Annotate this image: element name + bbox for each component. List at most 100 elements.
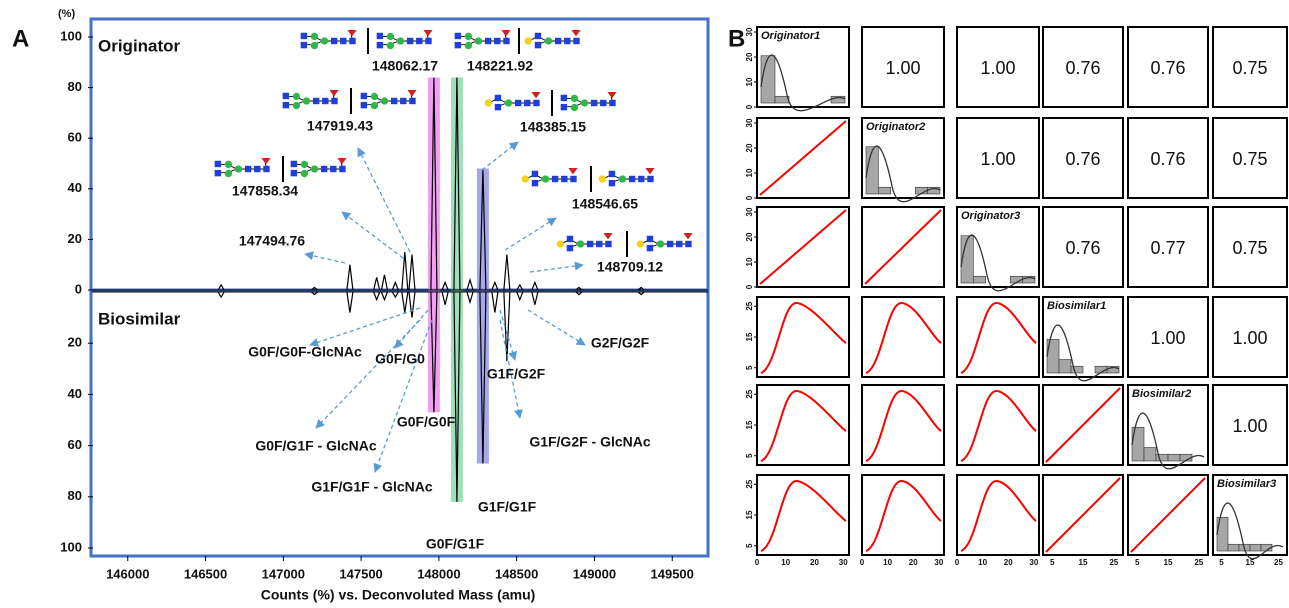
peak bbox=[380, 274, 389, 291]
peak bbox=[516, 283, 524, 291]
correlation-label: 0.75 bbox=[1232, 149, 1267, 169]
matrix-cell bbox=[861, 384, 945, 466]
fit-curve bbox=[960, 302, 1037, 374]
panel-a: 0 20 20 40 40 60 60 80 80 100 100 146000 146500 14700… bbox=[60, 17, 710, 581]
x-tick-label: 20 bbox=[1004, 558, 1013, 567]
x-tick-label: 5 bbox=[1219, 558, 1224, 567]
x-tick-label: 5 bbox=[1050, 558, 1055, 567]
correlation-label: 1.00 bbox=[1232, 328, 1267, 348]
y-tick-label: 25 bbox=[745, 389, 754, 398]
mass-label: 148709.12 bbox=[597, 259, 663, 275]
y-tick-label: 40 bbox=[68, 180, 82, 195]
peak bbox=[453, 291, 461, 502]
y-tick-label: 20 bbox=[745, 232, 754, 241]
fit-curve bbox=[1045, 477, 1121, 553]
glycoform-label: G1F/G1F bbox=[478, 499, 537, 515]
x-tick-label: 15 bbox=[1164, 558, 1173, 567]
y-tick-label: 60 bbox=[68, 130, 82, 145]
x-tick-label: 25 bbox=[1109, 558, 1118, 567]
matrix-cell bbox=[1127, 26, 1209, 108]
histogram-bar bbox=[878, 186, 891, 195]
matrix-cell bbox=[1127, 384, 1209, 466]
mass-label: 148385.15 bbox=[520, 119, 586, 135]
correlation-label: 0.76 bbox=[1150, 58, 1185, 78]
peak bbox=[391, 291, 399, 299]
fit-curve bbox=[864, 209, 942, 285]
y-tick-label: 100 bbox=[60, 539, 82, 554]
matrix-cell bbox=[1127, 206, 1209, 288]
matrix-cell bbox=[1212, 206, 1288, 288]
peak bbox=[391, 280, 399, 291]
y-tick-label: 20 bbox=[745, 143, 754, 152]
x-tick-label: 15 bbox=[1079, 558, 1088, 567]
x-tick-label: 0 bbox=[955, 558, 960, 567]
matrix-cell bbox=[756, 474, 850, 556]
legend-originator: Originator bbox=[98, 36, 181, 55]
y-tick-label: 20 bbox=[745, 52, 754, 61]
x-tick-label: 149000 bbox=[573, 566, 616, 581]
peak bbox=[346, 291, 354, 313]
histogram-bar bbox=[1249, 543, 1262, 552]
y-tick-label: 5 bbox=[745, 365, 754, 370]
x-tick-label: 25 bbox=[1194, 558, 1203, 567]
fit-curve bbox=[760, 390, 847, 462]
variable-label: Biosimilar1 bbox=[1047, 300, 1106, 312]
peak bbox=[373, 277, 381, 291]
y-tick-label: 15 bbox=[745, 332, 754, 341]
mass-label: 148546.65 bbox=[572, 196, 638, 212]
peak bbox=[503, 254, 511, 291]
y-tick-label: 30 bbox=[745, 27, 754, 36]
peak bbox=[575, 291, 583, 296]
x-tick-label: 25 bbox=[1274, 558, 1283, 567]
fit-curve bbox=[865, 302, 942, 374]
histogram-bar bbox=[1143, 447, 1157, 462]
x-tick-label: 149500 bbox=[651, 566, 694, 581]
fit-curve bbox=[865, 390, 942, 462]
x-tick-label: 10 bbox=[781, 558, 790, 567]
correlation-label: 0.75 bbox=[1232, 58, 1267, 78]
correlation-label: 0.75 bbox=[1232, 238, 1267, 258]
matrix-cell bbox=[1212, 296, 1288, 378]
variable-label: Biosimilar3 bbox=[1217, 478, 1276, 490]
peak bbox=[346, 264, 354, 291]
y-tick-label: 0 bbox=[75, 281, 82, 296]
y-tick-label: 80 bbox=[68, 79, 82, 94]
correlation-label: 0.76 bbox=[1065, 58, 1100, 78]
peak bbox=[453, 77, 461, 291]
x-tick-label: 0 bbox=[860, 558, 865, 567]
glycoform-label: G0F/G1F bbox=[426, 536, 485, 552]
histogram-bar bbox=[1167, 453, 1181, 462]
histogram-bar bbox=[1155, 453, 1169, 462]
matrix-cell bbox=[1042, 117, 1124, 199]
fit-curve bbox=[759, 120, 847, 196]
matrix-cell bbox=[1212, 26, 1288, 108]
peak bbox=[408, 254, 416, 291]
fit-curve bbox=[1045, 387, 1121, 463]
matrix-cell bbox=[956, 117, 1040, 199]
variable-label: Biosimilar2 bbox=[1132, 388, 1191, 400]
glycoform-label: G0F/G0 bbox=[375, 351, 425, 367]
matrix-cell bbox=[1042, 26, 1124, 108]
glycoform-label: G0F/G0F bbox=[397, 414, 456, 430]
matrix-cell bbox=[956, 384, 1040, 466]
x-tick-label: 15 bbox=[1246, 558, 1255, 567]
peak bbox=[401, 291, 409, 313]
x-tick-label: 0 bbox=[755, 558, 760, 567]
fit-curve bbox=[760, 480, 847, 552]
y-unit: (%) bbox=[58, 8, 75, 20]
y-tick-label: 10 bbox=[745, 168, 754, 177]
matrix-cell bbox=[1212, 117, 1288, 199]
matrix-cell bbox=[861, 26, 945, 108]
x-tick-label: 147500 bbox=[339, 566, 382, 581]
y-tick-label: 100 bbox=[60, 28, 82, 43]
y-tick-label: 10 bbox=[745, 257, 754, 266]
fit-curve bbox=[760, 302, 847, 374]
x-tick-label: 147000 bbox=[262, 566, 305, 581]
panel-label: A bbox=[12, 25, 29, 52]
peak bbox=[503, 291, 511, 362]
peak bbox=[380, 291, 389, 302]
density-curve bbox=[1216, 502, 1284, 560]
x-tick-label: 10 bbox=[978, 558, 987, 567]
y-tick-label: 80 bbox=[68, 488, 82, 503]
